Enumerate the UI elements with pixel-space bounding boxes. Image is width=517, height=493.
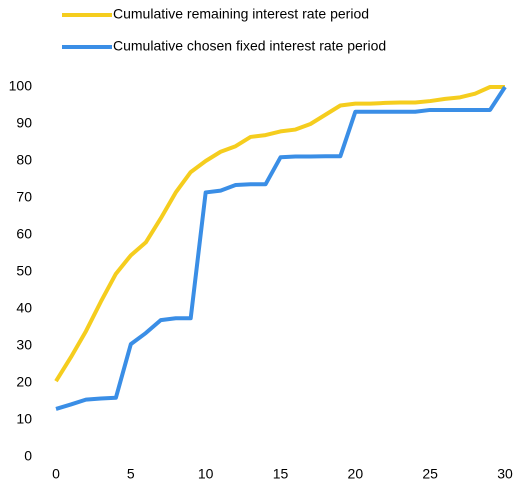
series-line <box>54 85 505 383</box>
y-tick-label: 10 <box>16 411 32 427</box>
legend-label: Cumulative remaining interest rate perio… <box>113 6 369 22</box>
y-tick-label: 60 <box>16 226 32 242</box>
y-tick-label: 40 <box>16 300 32 316</box>
y-tick-label: 30 <box>16 337 32 353</box>
y-tick-label: 100 <box>9 78 33 94</box>
x-tick-label: 10 <box>198 466 214 482</box>
x-tick-label: 15 <box>273 466 289 482</box>
x-tick-label: 5 <box>127 466 135 482</box>
series-line <box>55 85 507 411</box>
x-tick-label: 20 <box>348 466 364 482</box>
x-tick-label: 25 <box>422 466 438 482</box>
y-tick-label: 80 <box>16 152 32 168</box>
legend-label: Cumulative chosen fixed interest rate pe… <box>113 38 386 54</box>
x-tick-label: 0 <box>52 466 60 482</box>
x-tick-label: 30 <box>497 466 513 482</box>
y-tick-label: 50 <box>16 263 32 279</box>
y-tick-label: 0 <box>24 448 32 464</box>
y-tick-label: 70 <box>16 189 32 205</box>
y-tick-label: 20 <box>16 374 32 390</box>
y-tick-label: 90 <box>16 115 32 131</box>
